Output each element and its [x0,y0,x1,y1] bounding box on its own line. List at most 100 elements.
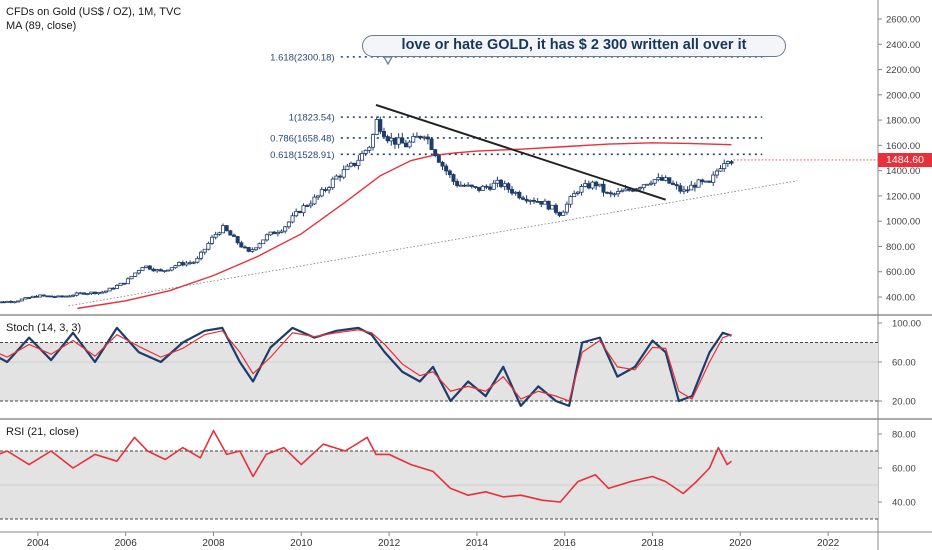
candle-body [338,175,343,178]
candle-body [323,189,328,191]
candle-body [231,234,236,237]
candle-body [660,177,665,181]
candle-body [250,249,255,252]
candle-body [275,232,280,235]
candle-body [239,242,244,248]
candle-body [147,265,152,270]
candle-body [502,183,507,187]
candle-body [638,187,643,190]
candle-body [78,292,83,295]
candle-body [34,295,39,298]
candle-body [191,261,196,264]
candle-body [85,293,90,295]
candle-body [367,146,372,151]
candle-body [242,246,247,249]
candle-body [38,294,43,298]
candle-body [140,267,145,271]
candle-body [462,184,467,187]
candle-body [385,136,390,142]
callout-pointer [382,56,394,66]
x-tick-label: 2004 [27,538,50,549]
candle-body [294,210,299,217]
candle-body [575,191,580,194]
candle-body [517,191,522,199]
stoch-legend: Stoch (14, 3, 3) [6,322,82,334]
candle-body [495,179,500,184]
x-tick-label: 2012 [378,538,401,549]
candle-body [425,136,430,140]
candle-body [389,137,394,142]
candle-body [546,200,551,210]
candle-body [444,165,449,172]
candle-body [396,137,401,145]
candle-body [305,205,310,207]
candle-body [180,262,185,266]
candle-body [700,179,705,183]
candle-body [360,153,365,161]
candle-body [213,234,218,238]
candle-body [455,181,460,187]
candle-body [601,183,606,193]
candle-body [30,295,35,299]
candle-body [327,187,332,191]
candle-body [403,142,408,148]
candle-body [52,296,57,299]
candle-body [649,182,654,185]
candle-body [436,155,441,163]
candle-body [711,174,716,183]
candle-body [63,295,68,298]
candle-body [92,291,97,295]
candle-body [301,205,306,214]
candle-body [561,211,566,216]
candle-body [520,197,525,200]
candle-body [542,200,547,205]
candle-body [356,159,361,166]
y-tick-label-price: 2400.00 [886,40,920,51]
candle-body [199,251,204,259]
candle-body [184,262,189,266]
candle-body [674,184,679,187]
candle-body [681,189,686,192]
candle-body [111,287,116,290]
candle-body [506,183,511,190]
candle-body [144,265,149,268]
stoch-d-line [0,329,732,402]
candle-body [283,226,288,232]
candle-body [371,134,376,148]
candle-body [228,230,233,236]
candle-body [221,225,226,234]
candle-body [169,267,174,271]
candle-body [129,275,134,280]
candle-body [363,149,368,154]
candle-body [49,295,54,298]
y-tick-label-stoch: 60.00 [892,358,916,369]
fib-level-label: 1(1823.54) [289,113,335,124]
candle-body [8,300,13,303]
candle-body [166,269,171,272]
x-tick-label: 2010 [290,538,313,549]
candle-body [261,239,266,245]
y-tick-label-price: 1200.00 [886,191,920,202]
candle-body [334,175,339,180]
candle-body [458,184,463,187]
candle-body [312,196,317,205]
candle-body [564,203,569,213]
candle-body [714,170,719,176]
candle-body [594,181,599,187]
candle-body [23,297,28,300]
x-tick-label: 2022 [817,538,840,549]
x-tick-label: 2006 [115,538,138,549]
candle-body [689,184,694,191]
candle-body [473,186,478,188]
candle-body [510,188,515,194]
stoch-k-line [0,326,732,407]
candle-body [210,236,215,244]
candle-body [612,193,617,196]
candle-body [74,292,79,296]
candle-body [407,141,412,148]
annotation-callout[interactable]: love or hate GOLD, it has $ 2 300 writte… [362,35,786,57]
candle-body [195,257,200,263]
candle-body [374,119,379,135]
candle-body [440,161,445,167]
candle-body [125,278,130,285]
